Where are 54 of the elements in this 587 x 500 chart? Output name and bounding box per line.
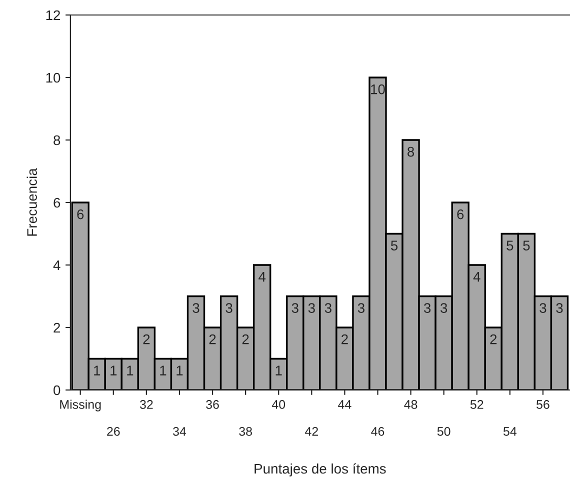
data-label: 2	[490, 334, 497, 344]
data-label: 3	[324, 303, 332, 313]
y-tick-label: 0	[54, 385, 60, 396]
data-label: 3	[540, 303, 546, 313]
x-tick-label: 52	[470, 400, 484, 409]
data-label: 1	[110, 366, 117, 376]
x-tick-label: 36	[206, 400, 219, 409]
data-label: 3	[440, 303, 448, 313]
data-label: 2	[242, 334, 249, 344]
x-tick-label: Missing	[60, 400, 101, 412]
y-tick-label: 4	[53, 260, 60, 270]
x-tick-label: 34	[173, 426, 186, 436]
data-label: 1	[127, 366, 134, 376]
data-label: 3	[358, 303, 364, 313]
x-tick-label: 40	[272, 400, 286, 409]
data-label: 5	[506, 240, 514, 250]
data-label: 8	[408, 146, 414, 157]
x-tick-label: 46	[371, 426, 384, 436]
data-label: 4	[258, 272, 266, 282]
data-label: 2	[342, 334, 348, 344]
data-label: 3	[192, 303, 200, 313]
data-label: 1	[160, 366, 166, 376]
data-label: 3	[292, 303, 298, 313]
y-axis-title: Frecuencia	[26, 168, 37, 236]
y-tick-label: 2	[54, 322, 60, 333]
data-label: 5	[523, 240, 530, 250]
data-label: 3	[308, 303, 315, 313]
data-label: 3	[556, 303, 563, 313]
data-label: 1	[94, 366, 100, 376]
x-tick-label: 26	[107, 426, 120, 436]
y-tick-label: 12	[46, 10, 60, 20]
data-label: 6	[77, 209, 84, 220]
data-label: 6	[457, 209, 464, 220]
x-tick-label: 50	[437, 426, 450, 436]
data-label: 2	[143, 334, 150, 344]
y-tick-label: 10	[46, 72, 60, 83]
data-label: 4	[473, 272, 480, 282]
x-tick-label: 54	[503, 427, 516, 436]
y-tick-label: 8	[54, 135, 60, 146]
x-tick-label: 38	[239, 426, 252, 436]
data-label: 3	[424, 303, 431, 313]
x-tick-label: 48	[404, 400, 418, 409]
x-tick-label: 42	[304, 426, 318, 436]
data-label: 1	[276, 366, 282, 376]
data-label: 10	[371, 84, 385, 94]
x-tick-label: 56	[536, 400, 550, 409]
data-label: 5	[390, 240, 398, 250]
x-tick-label: 44	[338, 400, 352, 409]
x-tick-label: 32	[140, 400, 153, 409]
y-tick-label: 6	[54, 198, 60, 208]
x-axis-title: Puntajes de los ítems	[254, 463, 386, 476]
data-label: 1	[176, 366, 183, 376]
data-label: 2	[209, 334, 216, 344]
data-label: 3	[226, 303, 232, 313]
